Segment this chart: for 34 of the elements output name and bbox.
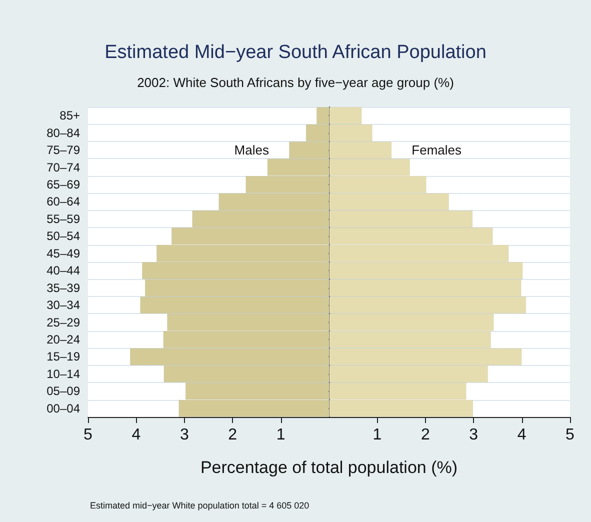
y-tick-label: 35–39 <box>46 280 80 295</box>
y-tick-label: 60–64 <box>46 194 80 209</box>
y-tick-label: 20–24 <box>46 332 80 346</box>
y-tick-label: 10–14 <box>46 366 80 381</box>
y-tick-label: 30–34 <box>46 298 80 312</box>
y-tick-label: 40–44 <box>46 264 80 278</box>
y-tick-label: 25–29 <box>46 315 80 330</box>
chart-subtitle: 2002: White South Africans by five−year age group (%) <box>137 75 454 90</box>
x-tick-label: 2 <box>228 426 238 444</box>
x-tick-label: 5 <box>566 426 575 444</box>
x-tick-label: 1 <box>276 426 286 444</box>
text: Estimated mid−year White population total = 4 605 020 <box>90 500 310 510</box>
y-tick-label: 45–49 <box>46 246 80 260</box>
x-tick-label: 2 <box>420 426 430 444</box>
y-tick-label: 15–19 <box>46 350 80 364</box>
x-tick-label: 5 <box>84 426 93 444</box>
y-tick-label: 65–69 <box>46 178 80 192</box>
series-label: Females <box>412 142 462 158</box>
y-tick-label: 85+ <box>60 108 80 123</box>
y-tick-label: 50–54 <box>46 229 80 244</box>
x-tick-label: 4 <box>517 426 526 444</box>
x-tick-label: 4 <box>132 426 141 444</box>
y-tick-label: 05–09 <box>46 384 80 398</box>
y-tick-label: 55–59 <box>46 212 80 226</box>
y-tick-label: 80–84 <box>46 126 80 140</box>
y-tick-label: 70–74 <box>46 160 80 174</box>
y-tick-label: 00–04 <box>46 401 80 416</box>
y-tick-label: 75–79 <box>46 143 80 158</box>
x-axis-title: Percentage of total population (%) <box>200 458 458 477</box>
x-tick-label: 3 <box>180 426 189 444</box>
x-tick-label: 3 <box>469 426 478 444</box>
series-label: Males <box>234 142 270 158</box>
chart-title: Estimated Mid−year South African Population <box>104 42 486 63</box>
x-tick-label: 1 <box>372 426 382 444</box>
